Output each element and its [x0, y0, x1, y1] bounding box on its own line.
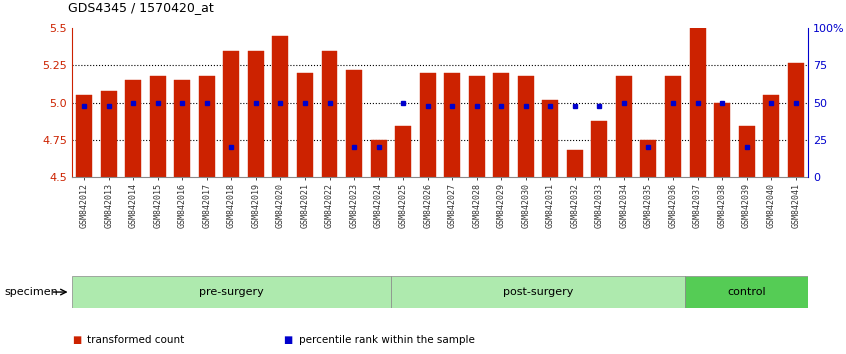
Bar: [125, 80, 141, 177]
Bar: [665, 76, 681, 177]
Bar: [591, 120, 607, 177]
Bar: [788, 63, 804, 177]
Bar: [420, 73, 436, 177]
Bar: [101, 91, 117, 177]
Bar: [174, 80, 190, 177]
Text: ■: ■: [283, 335, 293, 345]
Text: pre-surgery: pre-surgery: [199, 287, 264, 297]
Bar: [346, 70, 362, 177]
Text: transformed count: transformed count: [87, 335, 184, 345]
Bar: [76, 95, 92, 177]
Text: specimen: specimen: [4, 287, 58, 297]
Bar: [567, 150, 583, 177]
Text: ■: ■: [72, 335, 81, 345]
Bar: [542, 100, 558, 177]
Bar: [689, 28, 706, 177]
Bar: [616, 76, 632, 177]
Bar: [72, 276, 391, 308]
Text: post-surgery: post-surgery: [503, 287, 574, 297]
Bar: [371, 140, 387, 177]
Text: control: control: [728, 287, 766, 297]
Bar: [395, 126, 411, 177]
Bar: [444, 73, 460, 177]
Bar: [469, 76, 485, 177]
Bar: [518, 76, 534, 177]
Bar: [763, 95, 779, 177]
Text: GDS4345 / 1570420_at: GDS4345 / 1570420_at: [68, 1, 213, 14]
Bar: [739, 126, 755, 177]
Bar: [321, 51, 338, 177]
Bar: [297, 73, 313, 177]
Bar: [685, 276, 808, 308]
Bar: [640, 140, 656, 177]
Bar: [714, 103, 730, 177]
Bar: [272, 36, 288, 177]
Bar: [493, 73, 509, 177]
Bar: [223, 51, 239, 177]
Bar: [199, 76, 215, 177]
Bar: [248, 51, 264, 177]
Bar: [391, 276, 685, 308]
Text: percentile rank within the sample: percentile rank within the sample: [299, 335, 475, 345]
Bar: [150, 76, 166, 177]
